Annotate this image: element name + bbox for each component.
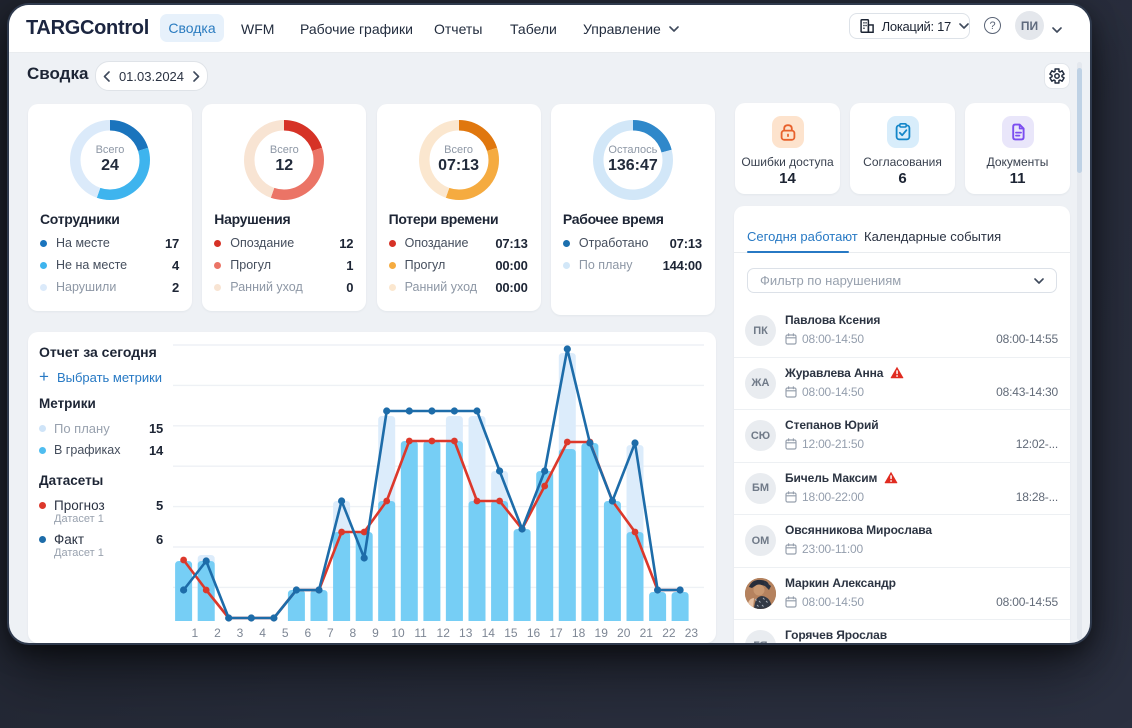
svg-text:21: 21	[640, 626, 654, 640]
svg-text:16: 16	[527, 626, 541, 640]
svg-text:5: 5	[282, 626, 289, 640]
svg-text:13: 13	[459, 626, 473, 640]
svg-text:18: 18	[572, 626, 586, 640]
svg-text:15: 15	[504, 626, 518, 640]
svg-text:22: 22	[662, 626, 676, 640]
svg-text:6: 6	[304, 626, 311, 640]
svg-text:9: 9	[372, 626, 379, 640]
svg-text:1: 1	[192, 626, 199, 640]
svg-text:19: 19	[595, 626, 609, 640]
svg-text:4: 4	[259, 626, 266, 640]
svg-text:20: 20	[617, 626, 631, 640]
svg-text:17: 17	[549, 626, 563, 640]
svg-text:14: 14	[482, 626, 496, 640]
svg-text:2: 2	[214, 626, 221, 640]
svg-text:3: 3	[237, 626, 244, 640]
svg-text:23: 23	[685, 626, 699, 640]
svg-text:10: 10	[391, 626, 405, 640]
svg-text:8: 8	[350, 626, 357, 640]
svg-text:11: 11	[414, 626, 427, 640]
svg-text:12: 12	[437, 626, 451, 640]
svg-text:7: 7	[327, 626, 334, 640]
